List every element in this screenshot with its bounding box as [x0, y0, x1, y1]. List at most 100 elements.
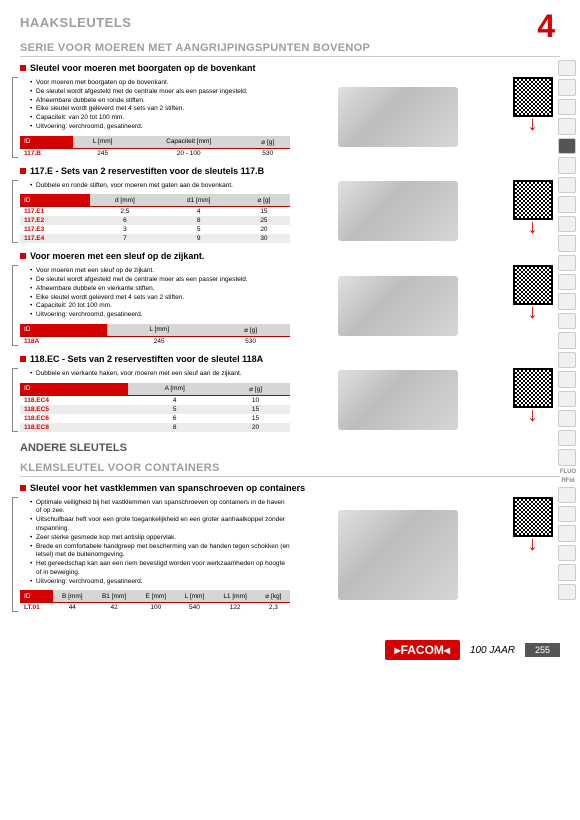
- table-cell: 6: [128, 414, 221, 423]
- bullet-item: Zeer sterke gesmede kop met antislip opp…: [30, 534, 290, 543]
- cat-icon[interactable]: [558, 332, 576, 348]
- cat-icon[interactable]: [558, 352, 576, 368]
- cat-icon[interactable]: [558, 449, 576, 465]
- cat-icon[interactable]: [558, 99, 576, 115]
- cat-icon[interactable]: [558, 525, 576, 541]
- section-118ec: 118.EC - Sets van 2 reservestiften voor …: [20, 354, 560, 432]
- table-cell: 42: [92, 603, 136, 613]
- table-cell: 100: [136, 603, 175, 613]
- qr-code: [513, 497, 553, 537]
- table-cell: 4: [160, 207, 238, 217]
- table-header: ⌀ [g]: [238, 194, 290, 207]
- cat-icon[interactable]: [558, 371, 576, 387]
- table-header: ⌀ [g]: [211, 324, 290, 337]
- table-header: ID: [20, 324, 107, 337]
- product-image: [338, 370, 458, 430]
- cat-icon[interactable]: [558, 487, 576, 503]
- table-cell: 5: [160, 225, 238, 234]
- cat-icon[interactable]: [558, 216, 576, 232]
- table-cell: 118A: [20, 336, 107, 346]
- cat-icon[interactable]: [558, 564, 576, 580]
- cat-icon-active[interactable]: [558, 138, 576, 154]
- table-cell: 117.E1: [20, 207, 90, 217]
- cat-icon[interactable]: [558, 60, 576, 76]
- bullet-item: Dubbele en ronde stiften, voor moeren me…: [30, 182, 290, 191]
- cat-icon[interactable]: [558, 313, 576, 329]
- cat-icon[interactable]: [558, 196, 576, 212]
- section-118a: Voor moeren met een sleuf op de zijkant.…: [20, 251, 560, 346]
- anniversary-label: 100 JAAR: [470, 645, 515, 656]
- cat-icon[interactable]: [558, 584, 576, 600]
- page-number: 255: [525, 643, 560, 657]
- table-header: L1 [mm]: [213, 590, 256, 603]
- table-cell: 117.E3: [20, 225, 90, 234]
- main-heading: HAAKSLEUTELS: [20, 15, 560, 30]
- table-cell: 530: [245, 148, 290, 158]
- bullet-item: Afneembare dubbele en ronde stiften.: [30, 97, 290, 106]
- table-cell: 118.EC8: [20, 423, 128, 432]
- bullet-item: Uitvoering: verchroomd, gesatineerd.: [30, 311, 290, 320]
- bullet-item: Afneembare dubbele en vierkante stiften.: [30, 285, 290, 294]
- product-image: [338, 87, 458, 147]
- klem-heading: KLEMSLEUTEL VOOR CONTAINERS: [20, 462, 560, 477]
- cat-icon[interactable]: [558, 274, 576, 290]
- table-cell: 4: [128, 395, 221, 405]
- table-cell: 20: [238, 225, 290, 234]
- arrow-icon: ↓: [528, 119, 538, 129]
- section-title: Sleutel voor het vastklemmen van spansch…: [30, 483, 305, 493]
- bullet-item: Optimale veiligheid bij het vastklemmen …: [30, 499, 290, 517]
- bullet-item: Dubbele en vierkante haken, voor moeren …: [30, 370, 290, 379]
- subheading: SERIE VOOR MOEREN MET AANGRIJPINGSPUNTEN…: [20, 42, 560, 57]
- table-cell: 8: [160, 216, 238, 225]
- section-lt01: Sleutel voor het vastklemmen van spansch…: [20, 483, 560, 613]
- table-cell: 25: [238, 216, 290, 225]
- bullet-item: Voor moeren met boorgaten op de bovenkan…: [30, 79, 290, 88]
- bullet-item: Uitvoering: verchroomd, gesatineerd.: [30, 123, 290, 132]
- table-cell: 117.B: [20, 148, 73, 158]
- cat-icon[interactable]: [558, 118, 576, 134]
- section-title: 117.E - Sets van 2 reservestiften voor d…: [30, 166, 264, 176]
- cat-icon[interactable]: [558, 391, 576, 407]
- section-bracket: [12, 77, 18, 158]
- andere-heading: ANDERE SLEUTELS: [20, 442, 560, 454]
- table-cell: 3: [90, 225, 159, 234]
- table-cell: 2,3: [257, 603, 290, 613]
- cat-icon[interactable]: [558, 293, 576, 309]
- cat-icon[interactable]: [558, 506, 576, 522]
- product-image: [338, 181, 458, 241]
- table-header: d1 [mm]: [160, 194, 238, 207]
- cat-icon[interactable]: [558, 545, 576, 561]
- table-cell: 7: [90, 234, 159, 243]
- table-cell: 6: [90, 216, 159, 225]
- bullet-item: Uitvoering: verchroomd, gesatineerd.: [30, 578, 290, 587]
- table-cell: 118.EC6: [20, 414, 128, 423]
- chapter-number: 4: [537, 8, 555, 45]
- table-cell: 245: [73, 148, 132, 158]
- section-title: Voor moeren met een sleuf op de zijkant.: [30, 251, 204, 261]
- bullet-item: Uitschuifbaar heft voor een grote toegan…: [30, 516, 290, 534]
- table-cell: 5: [128, 405, 221, 414]
- table-header: ⌀ [g]: [221, 383, 290, 396]
- table-cell: 2,5: [90, 207, 159, 217]
- table-cell: 8: [128, 423, 221, 432]
- brand-logo: ▸FACOM◂: [385, 640, 460, 660]
- cat-icon[interactable]: [558, 410, 576, 426]
- qr-code: [513, 265, 553, 305]
- product-image: [338, 510, 458, 600]
- bullet-item: Capaciteit: 20 tot 100 mm.: [30, 302, 290, 311]
- cat-icon[interactable]: [558, 157, 576, 173]
- table-header: ID: [20, 194, 90, 207]
- table-cell: 530: [211, 336, 290, 346]
- table-header: L [mm]: [107, 324, 211, 337]
- table-header: Capaciteit [mm]: [132, 136, 245, 149]
- cat-icon[interactable]: [558, 430, 576, 446]
- cat-icon[interactable]: [558, 79, 576, 95]
- bullet-item: Capaciteit: van 20 tot 100 mm.: [30, 114, 290, 123]
- table-header: E [mm]: [136, 590, 175, 603]
- table-cell: 10: [221, 395, 290, 405]
- cat-icon[interactable]: [558, 235, 576, 251]
- cat-icon[interactable]: [558, 177, 576, 193]
- cat-icon[interactable]: [558, 255, 576, 271]
- table-cell: 118.EC5: [20, 405, 128, 414]
- bullet-item: Elke sleutel wordt geleverd met 4 sets v…: [30, 105, 290, 114]
